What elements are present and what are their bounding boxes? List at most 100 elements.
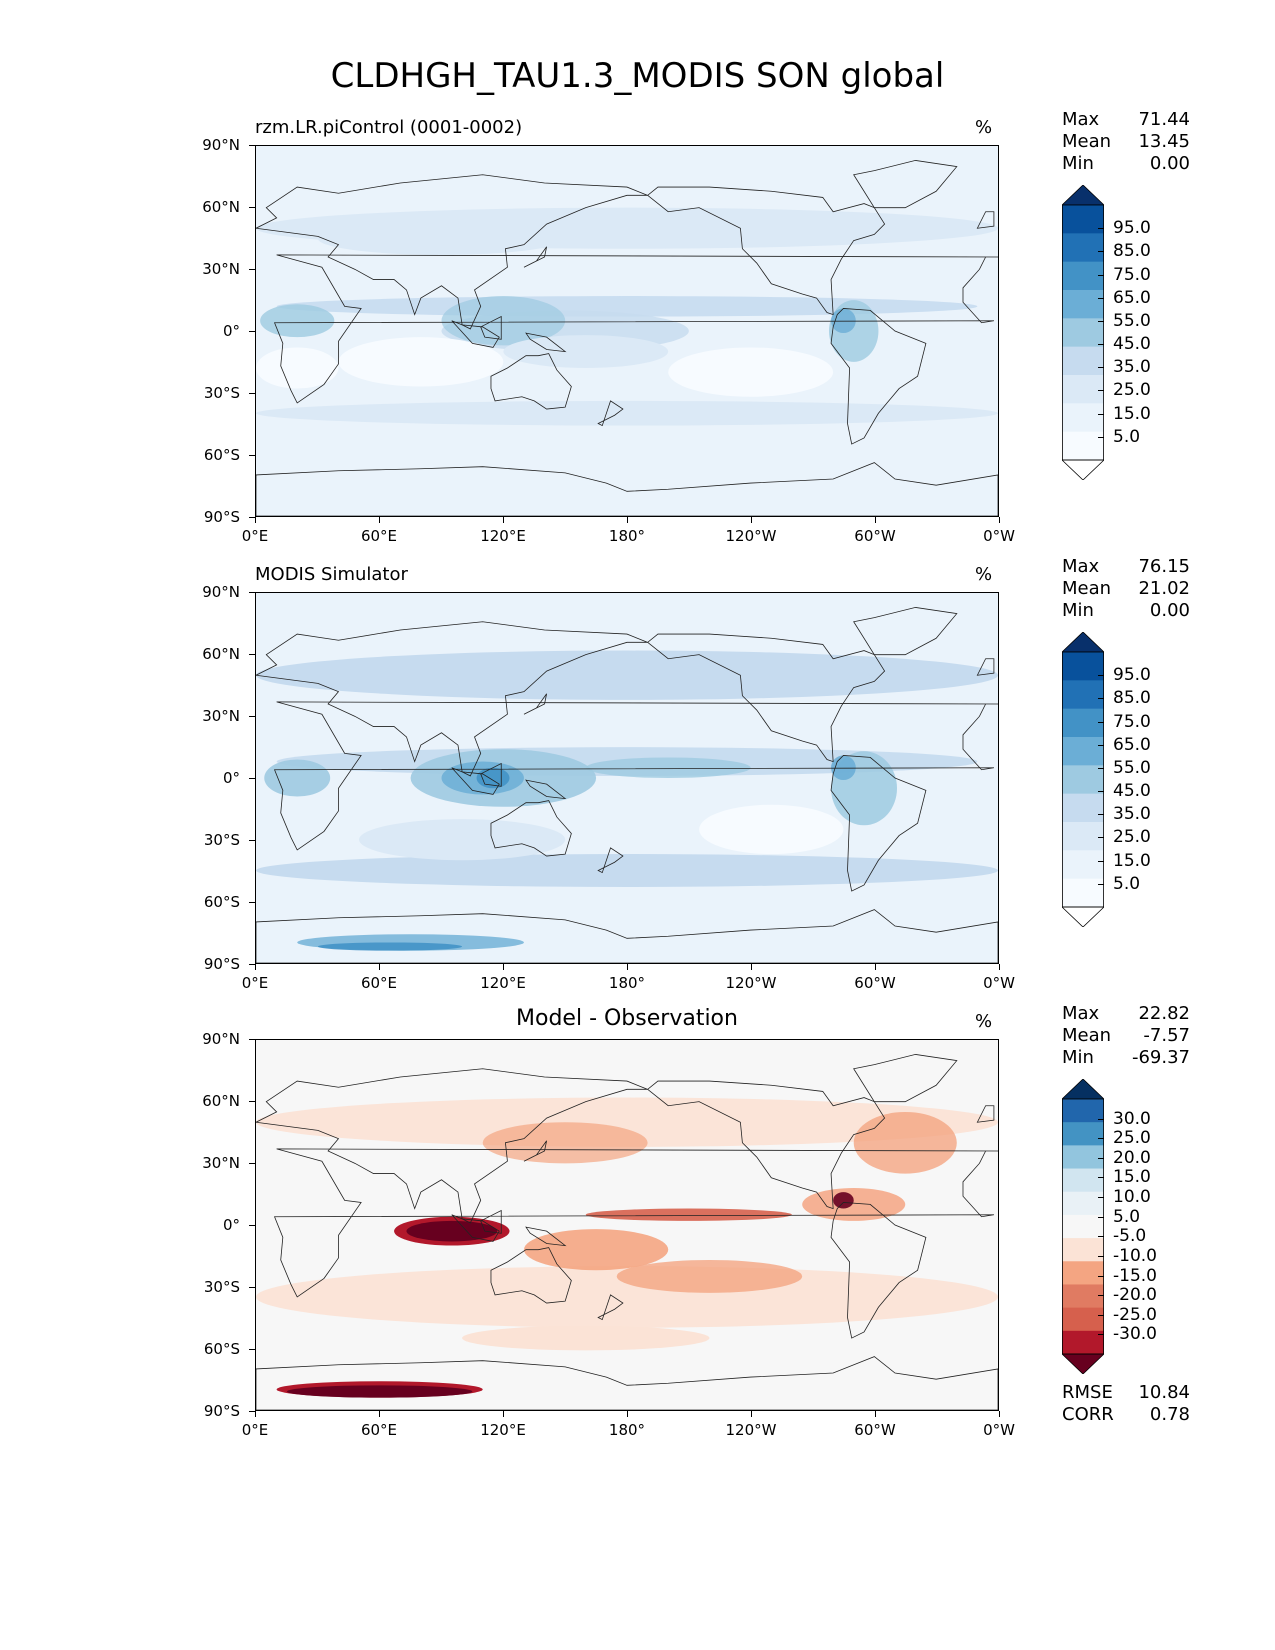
- stat-row: Min 0.00: [1062, 153, 1190, 175]
- lat-tick-label: 60°S: [203, 446, 240, 464]
- colorbar-tick-label: 75.0: [1113, 711, 1151, 732]
- stat-label: Mean: [1062, 578, 1112, 599]
- lat-tick: [249, 331, 255, 333]
- coastline: [976, 658, 995, 676]
- colorbar-tick-label: -10.0: [1113, 1245, 1157, 1266]
- colorbar-segment: [1062, 850, 1104, 880]
- colorbar-frame: [1062, 1098, 1105, 1355]
- stat-value: 71.44: [1138, 109, 1190, 130]
- lat-tick: [249, 455, 255, 457]
- colorbar-segment: [1062, 205, 1104, 234]
- colorbar-tick-label: 85.0: [1113, 241, 1151, 262]
- colorbar-segment: [1062, 1122, 1104, 1146]
- lat-tick-label: 60°N: [202, 198, 240, 216]
- coastline: [523, 246, 548, 268]
- field-region: [359, 819, 566, 861]
- lat-tick-label: 90°S: [203, 1402, 240, 1420]
- lat-tick-label: 0°: [222, 769, 240, 787]
- lat-tick: [249, 1411, 255, 1413]
- lon-tick: [999, 964, 1001, 970]
- lon-tick-label: 60°W: [854, 974, 896, 992]
- lon-tick: [503, 517, 505, 523]
- coastline: [480, 315, 502, 340]
- coastline: [490, 353, 572, 410]
- lat-tick-label: 30°S: [203, 1278, 240, 1296]
- lon-tick: [999, 1411, 1001, 1417]
- field-region: [317, 942, 463, 951]
- map-field-svg: [256, 146, 998, 516]
- lon-tick: [503, 964, 505, 970]
- coastline: [256, 621, 648, 777]
- field-region: [256, 400, 998, 426]
- colorbar-tick: [1098, 1138, 1104, 1140]
- lat-tick: [249, 1101, 255, 1103]
- lon-tick: [255, 517, 257, 523]
- colorbar-segment: [1062, 403, 1104, 433]
- colorbar-tick: [1098, 1216, 1104, 1218]
- colorbar-tick: [1098, 767, 1104, 769]
- colorbar-tick-label: 25.0: [1113, 827, 1151, 848]
- colorbar-svg: [1061, 1078, 1105, 1375]
- coastline: [525, 1226, 567, 1247]
- field-region: [256, 347, 339, 389]
- lat-tick: [249, 778, 255, 780]
- lat-tick: [249, 1225, 255, 1227]
- lat-tick: [249, 1287, 255, 1289]
- field-region: [286, 1385, 473, 1398]
- field-region: [462, 1325, 710, 1351]
- colorbar-tick: [1098, 251, 1104, 253]
- colorbar-tick: [1098, 1236, 1104, 1238]
- lat-tick: [249, 145, 255, 147]
- colorbar-tick: [1098, 698, 1104, 700]
- colorbar-tick-label: -25.0: [1113, 1304, 1157, 1325]
- error-stats-block: RMSE 10.84 CORR 0.78: [1062, 1382, 1190, 1426]
- field-region: [503, 335, 669, 368]
- field-region: [264, 759, 331, 797]
- colorbar-segment: [1062, 346, 1104, 376]
- coastline: [830, 755, 927, 892]
- stat-row: CORR 0.78: [1062, 1404, 1190, 1426]
- stat-row: Mean 13.45: [1062, 131, 1190, 153]
- colorbar-tick-label: 5.0: [1113, 426, 1141, 447]
- field-region: [482, 1122, 648, 1164]
- lat-tick: [249, 393, 255, 395]
- lat-tick: [249, 207, 255, 209]
- coastline: [597, 400, 624, 427]
- coastline: [830, 1202, 927, 1339]
- colorbar-tick-label: 20.0: [1113, 1147, 1151, 1168]
- lat-tick-label: 60°S: [203, 1340, 240, 1358]
- lat-tick: [249, 840, 255, 842]
- stat-value: 22.82: [1138, 1003, 1190, 1024]
- colorbar-tick: [1098, 1255, 1104, 1257]
- map-field-svg: [256, 1040, 998, 1410]
- stat-label: Mean: [1062, 131, 1112, 152]
- colorbar-tick-label: 75.0: [1113, 264, 1151, 285]
- stat-value: -69.37: [1131, 1047, 1190, 1068]
- colorbar-tick: [1098, 413, 1104, 415]
- lon-tick-label: 0°E: [241, 527, 269, 545]
- lon-tick-label: 120°W: [725, 527, 777, 545]
- figure-title: CLDHGH_TAU1.3_MODIS SON global: [330, 56, 945, 96]
- colorbar-segment: [1062, 793, 1104, 823]
- coastline: [256, 462, 998, 516]
- colorbar-segment: [1062, 1191, 1104, 1216]
- coastline: [451, 320, 500, 348]
- coastline: [451, 1214, 500, 1242]
- coastline: [853, 607, 958, 656]
- stat-value: 0.00: [1149, 153, 1190, 174]
- colorbar-tick-label: 95.0: [1113, 665, 1151, 686]
- field-region: [406, 1220, 498, 1242]
- field-region: [833, 1192, 854, 1209]
- field-region: [523, 1229, 669, 1271]
- coastline: [480, 762, 502, 787]
- lon-tick: [627, 517, 629, 523]
- coastline: [273, 1148, 998, 1298]
- map-obs: [255, 592, 999, 964]
- lon-tick: [751, 517, 753, 523]
- map-model: [255, 145, 999, 517]
- coastline: [976, 211, 995, 229]
- coastline: [490, 1247, 572, 1304]
- stat-value: 13.45: [1138, 131, 1190, 152]
- colorbar-tick-label: -30.0: [1113, 1324, 1157, 1345]
- colorbar-segment: [1062, 680, 1104, 710]
